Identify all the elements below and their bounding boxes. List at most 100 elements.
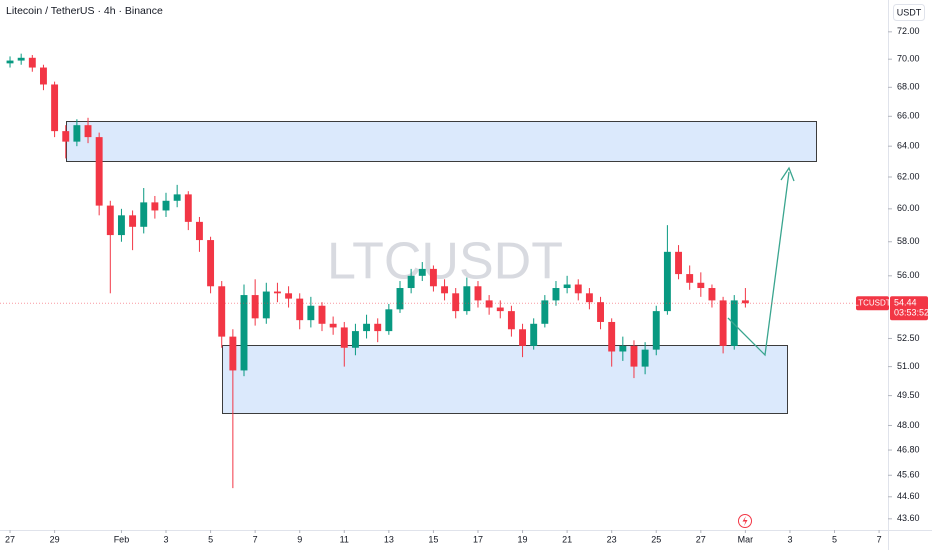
candle-body [318, 305, 326, 324]
y-tick-label: 66.00 [897, 111, 920, 121]
candle-body [229, 336, 237, 371]
x-tick-label: 17 [473, 534, 483, 544]
y-tick-label: 68.00 [897, 82, 920, 92]
y-tick-label: 58.00 [897, 236, 920, 246]
candle-body [730, 300, 738, 346]
x-tick-label: 19 [518, 534, 528, 544]
x-tick-label: 21 [562, 534, 572, 544]
x-tick-label: Mar [738, 534, 754, 544]
candle-body [463, 286, 471, 312]
candle-body [62, 131, 70, 142]
candle-body [519, 329, 527, 346]
candle-body [396, 288, 404, 310]
x-tick-label: 7 [877, 534, 882, 544]
candle-body [207, 240, 215, 287]
candle-body [719, 300, 727, 346]
y-tick-label: 52.50 [897, 333, 920, 343]
candle-body [351, 331, 359, 348]
candle-body [184, 194, 192, 222]
candle-body [474, 286, 482, 301]
countdown: 03:53:52 [894, 308, 929, 318]
candle-body [262, 291, 270, 319]
candle-body [630, 345, 638, 367]
candle-body [441, 286, 449, 294]
candle-body [117, 215, 125, 236]
candle-body [251, 295, 259, 319]
last-price: 54.44 [894, 298, 917, 308]
candle-body [574, 284, 582, 294]
y-tick-label: 60.00 [897, 203, 920, 213]
candle-body [17, 57, 25, 61]
candle-body [363, 323, 371, 332]
x-tick-label: 9 [297, 534, 302, 544]
candle-body [697, 282, 705, 289]
candle-body [95, 137, 103, 206]
candle-body [151, 202, 159, 211]
candle-body [597, 302, 604, 322]
candle-body [663, 251, 671, 312]
candle-body [675, 251, 682, 275]
y-tick-label: 44.60 [897, 491, 920, 501]
x-tick-label: 29 [50, 534, 60, 544]
candle-body [686, 274, 694, 283]
x-tick-label: Feb [114, 534, 130, 544]
candle-body [106, 205, 114, 236]
candle-body [340, 327, 348, 348]
x-tick-label: 25 [651, 534, 661, 544]
candle-body [429, 268, 437, 287]
x-tick-label: 5 [208, 534, 213, 544]
candle-body [173, 194, 181, 201]
y-tick-label: 46.80 [897, 444, 920, 454]
y-tick-label: 45.60 [897, 470, 920, 480]
y-tick-label: 43.60 [897, 513, 920, 523]
candle-body [507, 311, 515, 330]
y-tick-label: 51.00 [897, 361, 920, 371]
y-tick-label: 49.50 [897, 390, 920, 400]
candle-body [140, 202, 148, 227]
x-tick-label: 3 [164, 534, 169, 544]
candle-body [541, 300, 549, 324]
candle-body [285, 293, 293, 299]
candle-body [741, 300, 749, 304]
candle-body [129, 215, 137, 227]
symbol-tag: LTCUSDT [854, 298, 890, 307]
candle-body [39, 67, 47, 85]
candles [6, 53, 749, 489]
candle-body [641, 349, 649, 367]
candle-body [530, 323, 538, 346]
candle-body [51, 84, 59, 132]
y-tick-label: 48.00 [897, 420, 920, 430]
symbol-tag-box [856, 296, 889, 311]
x-tick-label: 3 [787, 534, 792, 544]
y-tick-label: 70.00 [897, 54, 920, 64]
candle-body [418, 268, 426, 276]
candle-body [452, 293, 460, 312]
candle-body [195, 221, 203, 241]
y-tick-label: 72.00 [897, 26, 920, 36]
x-tick-label: 23 [607, 534, 617, 544]
candle-body [84, 125, 92, 138]
x-tick-label: 15 [428, 534, 438, 544]
y-tick-label: 62.00 [897, 171, 920, 181]
currency-box [893, 4, 925, 21]
candle-body [652, 311, 660, 350]
candle-body [28, 57, 36, 68]
candle-body [273, 291, 281, 294]
candle-body [708, 288, 716, 301]
candle-body [407, 275, 415, 289]
currency-label: USDT [897, 7, 922, 17]
x-tick-label: 27 [696, 534, 706, 544]
x-tick-label: 5 [832, 534, 837, 544]
candle-body [496, 307, 504, 312]
candle-body [619, 345, 627, 352]
candle-body [296, 298, 304, 321]
projection-arrow [727, 171, 790, 357]
candle-body [6, 60, 14, 64]
y-tick-label: 56.00 [897, 270, 920, 280]
candle-body [240, 295, 248, 371]
candle-body [329, 323, 337, 328]
y-tick-label: 64.00 [897, 141, 920, 151]
candle-body [307, 305, 315, 321]
candle-body [385, 309, 393, 332]
